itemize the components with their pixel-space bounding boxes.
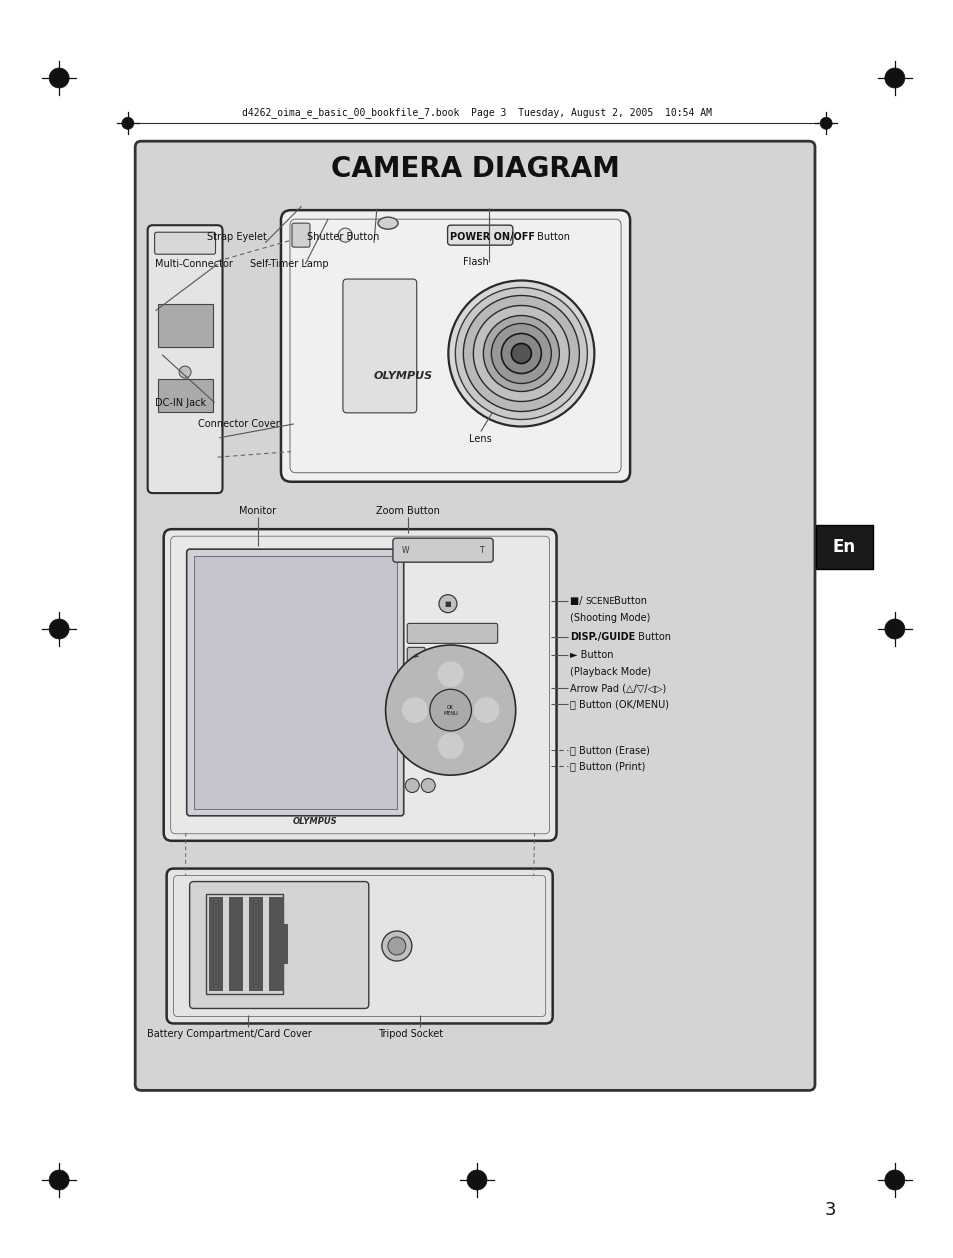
Ellipse shape: [377, 218, 397, 229]
Text: Button: Button: [534, 231, 570, 242]
Text: Connector Cover: Connector Cover: [198, 419, 280, 429]
FancyBboxPatch shape: [281, 210, 629, 482]
Circle shape: [50, 68, 69, 88]
Text: Multi-Connector: Multi-Connector: [154, 259, 233, 269]
FancyBboxPatch shape: [269, 897, 283, 991]
Circle shape: [437, 733, 463, 759]
Text: Zoom Button: Zoom Button: [376, 506, 439, 516]
Text: ■/: ■/: [570, 596, 585, 606]
Text: DISP./GUIDE: DISP./GUIDE: [570, 632, 635, 642]
Circle shape: [463, 296, 578, 411]
Text: OLYMPUS: OLYMPUS: [293, 818, 336, 827]
Circle shape: [467, 1170, 486, 1190]
Circle shape: [473, 697, 499, 723]
FancyBboxPatch shape: [157, 304, 213, 347]
Circle shape: [884, 619, 903, 639]
FancyBboxPatch shape: [407, 648, 425, 665]
Text: En: En: [832, 537, 855, 556]
FancyBboxPatch shape: [229, 897, 243, 991]
FancyBboxPatch shape: [154, 233, 215, 254]
Circle shape: [437, 662, 463, 687]
Circle shape: [405, 779, 418, 793]
FancyBboxPatch shape: [135, 141, 814, 1091]
FancyBboxPatch shape: [249, 897, 263, 991]
Text: ⎙ Button (Print): ⎙ Button (Print): [570, 761, 645, 771]
Circle shape: [491, 323, 551, 384]
Circle shape: [455, 288, 587, 419]
FancyBboxPatch shape: [193, 556, 396, 809]
Text: ✀ Button (Erase): ✀ Button (Erase): [570, 745, 650, 755]
Text: CAMERA DIAGRAM: CAMERA DIAGRAM: [331, 155, 618, 182]
Circle shape: [50, 1170, 69, 1190]
Text: Shutter Button: Shutter Button: [307, 231, 379, 242]
Text: ► Button: ► Button: [570, 650, 614, 660]
Text: 3: 3: [823, 1201, 835, 1219]
Text: ►: ►: [413, 653, 418, 659]
Text: Flash: Flash: [462, 257, 488, 267]
FancyBboxPatch shape: [342, 279, 416, 413]
Circle shape: [511, 343, 531, 364]
Text: OLYMPUS: OLYMPUS: [374, 371, 433, 381]
Text: Tripod Socket: Tripod Socket: [377, 1029, 442, 1039]
Circle shape: [122, 117, 133, 130]
FancyBboxPatch shape: [190, 882, 369, 1009]
Circle shape: [820, 117, 831, 130]
Text: d4262_oima_e_basic_00_bookfile_7.book  Page 3  Tuesday, August 2, 2005  10:54 AM: d4262_oima_e_basic_00_bookfile_7.book Pa…: [242, 107, 711, 118]
FancyBboxPatch shape: [157, 379, 213, 411]
FancyBboxPatch shape: [187, 550, 403, 815]
Circle shape: [388, 937, 405, 955]
Circle shape: [473, 306, 569, 401]
Circle shape: [385, 645, 516, 775]
Text: Ⓢ Button (OK/MENU): Ⓢ Button (OK/MENU): [570, 699, 669, 710]
Circle shape: [430, 689, 471, 731]
FancyBboxPatch shape: [292, 223, 310, 247]
Text: Button: Button: [610, 596, 646, 606]
Text: Self-Timer Lamp: Self-Timer Lamp: [250, 259, 328, 269]
Text: (Playback Mode): (Playback Mode): [570, 667, 651, 677]
Text: T: T: [479, 546, 483, 555]
Text: SCENE: SCENE: [585, 596, 615, 606]
Circle shape: [448, 281, 594, 426]
Circle shape: [50, 619, 69, 639]
Circle shape: [483, 316, 558, 391]
FancyBboxPatch shape: [282, 923, 288, 964]
Circle shape: [179, 366, 191, 379]
Circle shape: [501, 333, 540, 374]
FancyBboxPatch shape: [209, 897, 223, 991]
Text: ■: ■: [444, 600, 451, 606]
Text: Strap Eyelet: Strap Eyelet: [207, 231, 266, 242]
Text: W: W: [401, 546, 409, 555]
Text: POWER ON/OFF: POWER ON/OFF: [450, 231, 535, 242]
Text: Battery Compartment/Card Cover: Battery Compartment/Card Cover: [147, 1029, 311, 1039]
Text: (Shooting Mode): (Shooting Mode): [570, 613, 650, 623]
Circle shape: [401, 697, 428, 723]
Circle shape: [884, 68, 903, 88]
Text: Button: Button: [635, 632, 671, 642]
FancyBboxPatch shape: [815, 525, 872, 569]
Text: Lens: Lens: [469, 434, 492, 444]
Circle shape: [438, 595, 456, 613]
FancyBboxPatch shape: [148, 225, 222, 493]
FancyBboxPatch shape: [164, 530, 556, 840]
FancyBboxPatch shape: [447, 225, 513, 245]
Circle shape: [338, 228, 352, 242]
FancyBboxPatch shape: [393, 538, 493, 562]
Text: Arrow Pad (△/▽/◁▷): Arrow Pad (△/▽/◁▷): [570, 683, 666, 693]
Text: Monitor: Monitor: [239, 506, 275, 516]
Circle shape: [381, 931, 412, 961]
FancyBboxPatch shape: [167, 868, 552, 1024]
FancyBboxPatch shape: [407, 624, 497, 643]
Circle shape: [421, 779, 435, 793]
Text: OK
MENU: OK MENU: [443, 704, 457, 716]
Text: DC-IN Jack: DC-IN Jack: [154, 398, 206, 408]
Circle shape: [884, 1170, 903, 1190]
